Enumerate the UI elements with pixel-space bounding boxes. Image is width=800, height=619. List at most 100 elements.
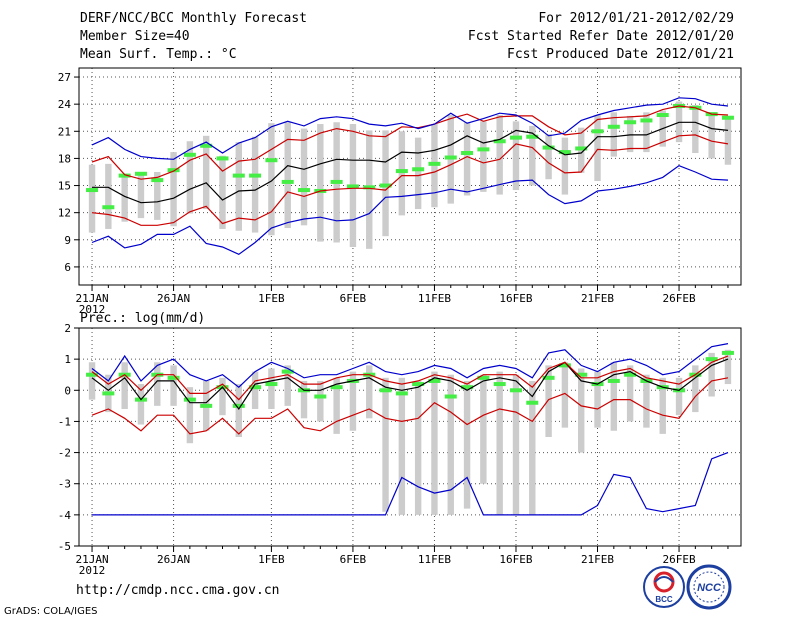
precip-observed-marker [379,388,392,393]
precip-observed-marker [526,400,539,405]
precip-observed-marker [542,375,555,380]
temp-line-ensemble-min [91,165,729,255]
precip-ytick-label: -4 [58,509,72,522]
precip-observed-marker [705,357,718,362]
temp-range-box [480,121,487,192]
temp-line-spread-lower [91,134,729,226]
precip-range-box [268,368,275,409]
precip-range-box [578,368,585,453]
precip-ytick-label: -3 [58,478,71,491]
temp-range-box [154,171,161,220]
precip-range-box [626,365,634,422]
temp-xtick-label: 6FEB [340,292,367,305]
temp-ytick-label: 6 [64,261,71,274]
precip-observed-marker [444,394,457,399]
precip-range-box [561,362,569,428]
temp-range-box [692,105,699,153]
temp-range-box [724,117,732,165]
precip-observed-marker [265,382,278,387]
temp-range-box [88,164,96,233]
precip-xtick-label: 1FEB [258,553,285,566]
precip-observed-marker [314,394,327,399]
precip-range-box [382,377,389,512]
temp-range-box [105,163,112,229]
precip-xtick-label: 16FEB [499,553,532,566]
precip-observed-marker [183,397,196,402]
temp-observed-marker [493,139,506,144]
precip-observed-marker [509,388,522,393]
precip-line-ensemble-max [91,343,729,388]
temp-observed-marker [542,145,555,150]
precip-variable-label: Prec.: log(mm/d) [80,311,206,326]
precip-range-box [170,365,177,406]
temp-observed-marker [428,161,441,166]
temp-observed-marker [607,124,620,129]
temp-range-box [366,130,373,249]
temp-observed-marker [232,173,245,178]
precip-line-ensemble-mean [91,358,729,411]
temp-plot-frame [78,67,742,286]
precip-observed-marker [624,372,637,377]
temp-observed-marker [509,135,522,140]
temp-range-box [300,128,308,226]
precip-range-box [594,371,601,428]
temp-observed-marker [477,147,490,152]
temp-xtick-label: 11FEB [418,292,451,305]
temp-observed-marker [721,115,734,120]
temp-observed-marker [102,205,115,210]
temp-xtick-label: 16FEB [499,292,532,305]
precip-range-box [251,371,259,409]
temp-observed-marker [526,134,539,139]
precip-range-box [414,380,422,515]
temp-range-box [545,134,552,180]
temp-observed-marker [444,155,457,160]
temp-observed-marker [134,171,147,176]
temp-xtick-label: 1FEB [258,292,285,305]
temp-range-box [594,115,601,182]
precip-range-box [447,374,454,515]
precip-range-box [300,380,308,419]
precip-observed-marker [607,378,620,383]
temp-range-box [284,122,291,229]
precip-observed-marker [232,403,245,408]
precip-range-box [186,387,194,444]
precip-range-box [88,362,96,400]
precip-range-box [463,380,471,509]
forecast-period: For 2012/01/21-2012/02/29 [538,11,734,26]
temp-range-box [626,115,634,153]
temp-observed-marker [86,188,99,193]
temp-xtick-label: 21JAN [75,292,108,305]
temp-variable-label: Mean Surf. Temp.: °C [80,47,237,62]
chart-title: DERF/NCC/BCC Monthly Forecast [80,11,307,26]
precip-range-box [529,380,536,515]
precip-plot-frame [78,327,742,547]
temp-observed-marker [249,173,262,178]
source-url[interactable]: http://cmdp.ncc.cma.gov.cn [76,583,280,598]
temp-xtick-label: 26JAN [157,292,190,305]
produce-date: Fcst Produced Date 2012/01/21 [507,47,734,62]
precip-range-box [610,362,618,431]
member-size: Member Size=40 [80,29,190,44]
temp-ytick-label: 9 [64,234,71,247]
precip-range-box [333,377,340,434]
temp-observed-marker [575,146,588,151]
precip-range-box [675,377,683,416]
temp-observed-marker [656,113,669,118]
precip-range-box [545,365,552,437]
temp-observed-marker [346,184,359,189]
bcc-logo-text: BCC [655,595,673,604]
temp-range-box [398,131,406,216]
precip-ytick-label: 2 [64,322,71,335]
precip-range-box [366,365,373,419]
precip-observed-marker [493,382,506,387]
precip-observed-marker [428,378,441,383]
bcc-logo: BCC [643,566,685,608]
precip-observed-marker [477,375,490,380]
precip-ytick-label: -5 [58,540,71,553]
ncc-logo-text: NCC [697,582,722,594]
temp-range-box [708,112,715,159]
precip-xtick-label: 26JAN [157,553,190,566]
temp-observed-marker [461,150,474,155]
precip-observed-marker [558,363,571,368]
